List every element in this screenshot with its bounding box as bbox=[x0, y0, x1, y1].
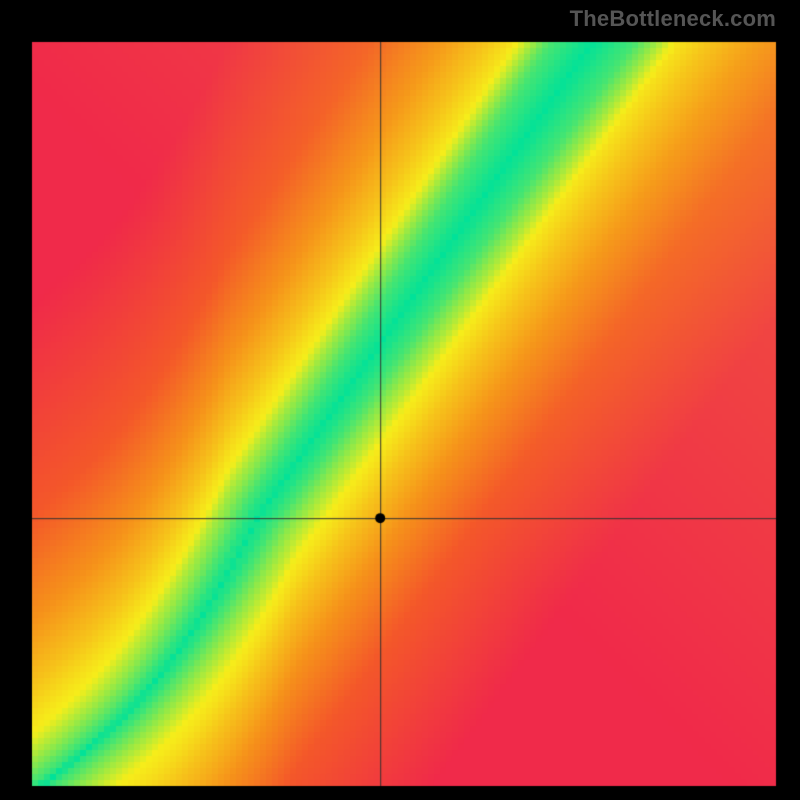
bottleneck-heatmap bbox=[0, 0, 800, 800]
attribution-text: TheBottleneck.com bbox=[570, 6, 776, 32]
chart-container: TheBottleneck.com bbox=[0, 0, 800, 800]
